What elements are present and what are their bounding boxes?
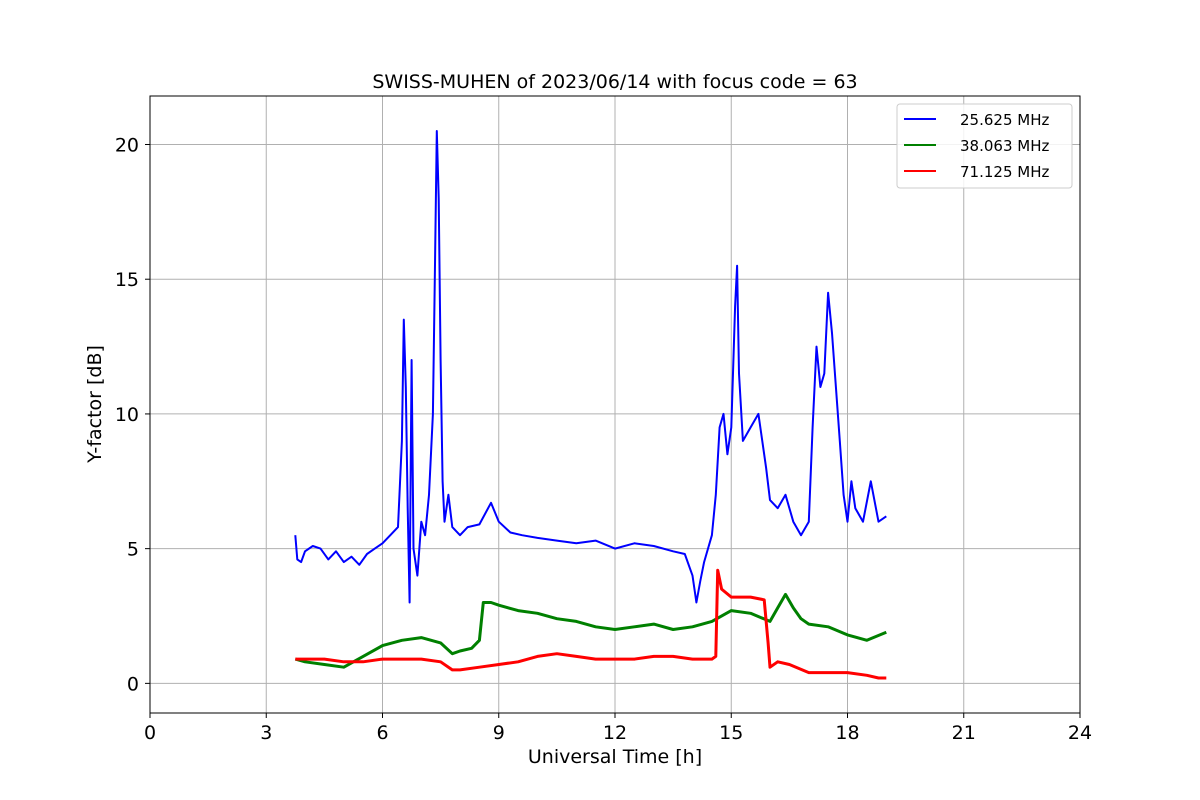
- series-line-38-063: [294, 592, 887, 669]
- series-line-71-125: [295, 568, 887, 680]
- legend-box: [896, 103, 1073, 189]
- y-axis-label: Y-factor [dB]: [84, 345, 106, 464]
- y-tick-label: 5: [127, 539, 139, 561]
- y-axis: 0 5 10 15 20: [115, 134, 150, 695]
- y-tick-label: 15: [115, 269, 139, 291]
- chart-title: SWISS-MUHEN of 2023/06/14 with focus cod…: [372, 71, 857, 93]
- grid: [149, 96, 1081, 713]
- x-tick-label: 0: [144, 722, 156, 744]
- y-tick-label: 20: [115, 134, 139, 156]
- series-layer: [294, 130, 887, 680]
- x-tick-label: 9: [493, 722, 505, 744]
- x-axis-label: Universal Time [h]: [528, 746, 702, 768]
- x-tick-label: 3: [260, 722, 272, 744]
- legend: 25.625 MHz 38.063 MHz 71.125 MHz: [896, 103, 1073, 189]
- y-tick-label: 10: [115, 404, 139, 426]
- x-axis: 0 3 6 9 12 15 18 21 24: [144, 713, 1092, 744]
- series-line-25-625: [294, 130, 887, 604]
- legend-label-25-625: 25.625 MHz: [960, 111, 1049, 129]
- legend-label-71-125: 71.125 MHz: [960, 163, 1049, 181]
- x-tick-label: 24: [1068, 722, 1092, 744]
- x-tick-label: 6: [376, 722, 388, 744]
- x-tick-label: 18: [835, 722, 859, 744]
- x-tick-label: 21: [952, 722, 976, 744]
- x-tick-label: 12: [603, 722, 627, 744]
- y-tick-label: 0: [127, 673, 139, 695]
- x-tick-label: 15: [719, 722, 743, 744]
- legend-label-38-063: 38.063 MHz: [960, 137, 1049, 155]
